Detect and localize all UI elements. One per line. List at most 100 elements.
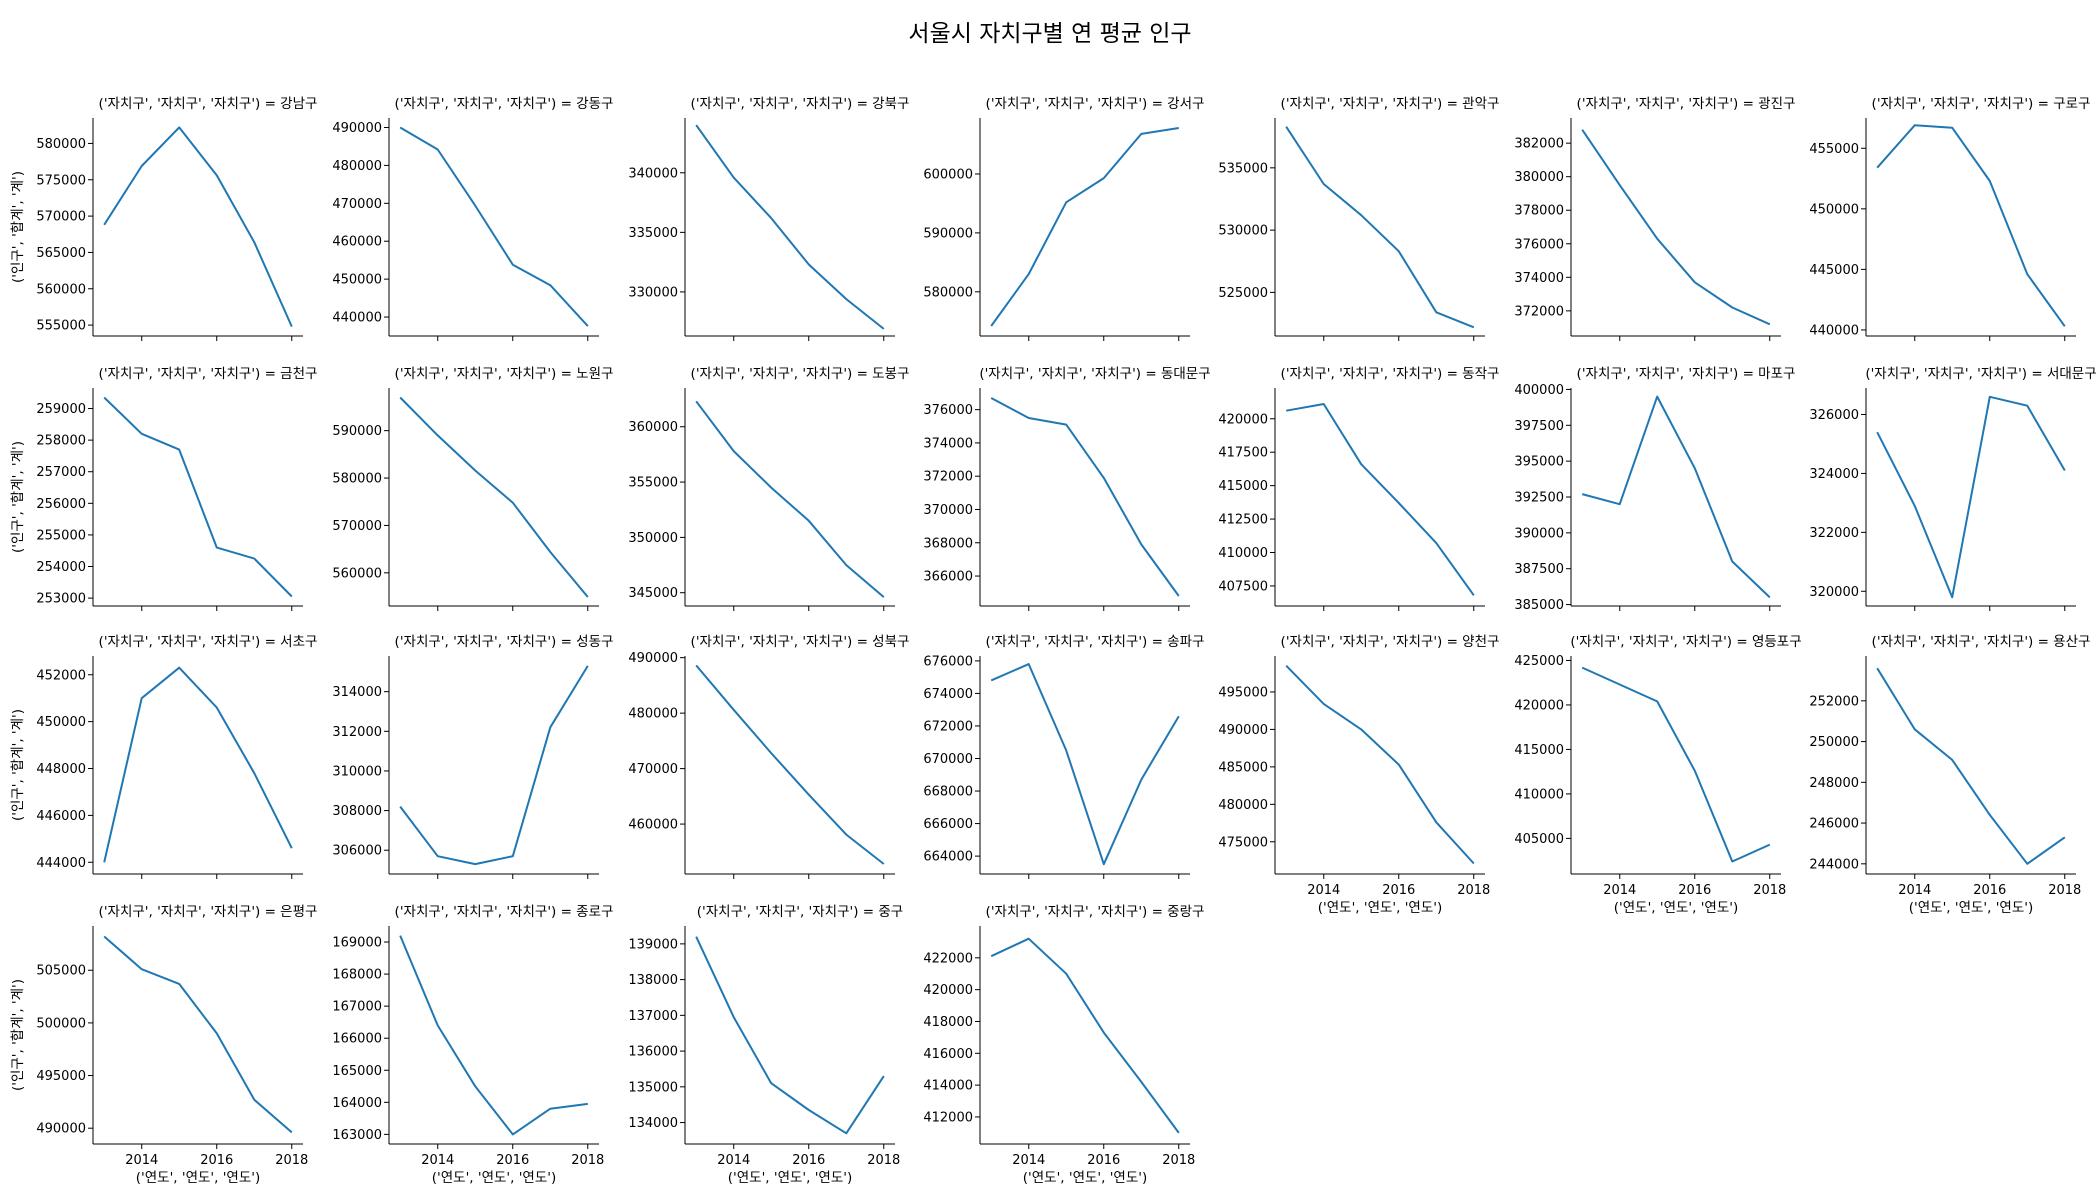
series-line bbox=[1286, 403, 1475, 596]
y-tick-label: 415000 bbox=[1218, 479, 1268, 494]
facet-panel: ('자치구', '자치구', '자치구') = 중구 134000 135000 13… bbox=[628, 904, 903, 1186]
y-tick-label: 580000 bbox=[36, 137, 86, 152]
y-tick-label: 392500 bbox=[1514, 491, 1564, 506]
y-axis-label: ('인구', '합계', '계') bbox=[10, 709, 26, 821]
series-line bbox=[1285, 664, 1475, 865]
x-axis-label: ('연도', '연도', '연도') bbox=[136, 1170, 261, 1186]
facet-title: ('자치구', '자치구', '자치구') = 양천구 bbox=[1281, 634, 1500, 650]
y-tick-label: 676000 bbox=[923, 654, 973, 669]
y-tick-label: 480000 bbox=[628, 707, 678, 722]
y-tick-label: 530000 bbox=[1218, 224, 1268, 239]
x-tick-label: 2014 bbox=[1307, 883, 1340, 898]
y-tick-label: 355000 bbox=[628, 476, 678, 491]
y-tick-label: 322000 bbox=[1809, 526, 1859, 541]
y-tick-label: 560000 bbox=[332, 566, 382, 581]
y-tick-label: 169000 bbox=[332, 936, 382, 951]
series-line bbox=[990, 397, 1180, 597]
y-tick-label: 382000 bbox=[1514, 137, 1564, 152]
y-tick-label: 420000 bbox=[923, 983, 973, 998]
facet-panel: ('자치구', '자치구', '자치구') = 동대문구 366000 368000… bbox=[923, 366, 1211, 611]
facet-title: ('자치구', '자치구', '자치구') = 은평구 bbox=[99, 904, 318, 920]
y-tick-label: 253000 bbox=[36, 592, 86, 607]
y-tick-label: 258000 bbox=[36, 434, 86, 449]
y-tick-label: 410000 bbox=[1218, 546, 1268, 561]
facet-panel: ('자치구', '자치구', '자치구') = 성북구 460000 470000 4… bbox=[628, 634, 909, 879]
x-tick-label: 2014 bbox=[1012, 1153, 1045, 1168]
y-tick-label: 590000 bbox=[923, 226, 973, 241]
facet-panel: ('자치구', '자치구', '자치구') = 강남구 555000 560000 5… bbox=[10, 96, 317, 341]
y-tick-label: 460000 bbox=[628, 818, 678, 833]
y-tick-label: 480000 bbox=[332, 159, 382, 174]
facet-title: ('자치구', '자치구', '자치구') = 성북구 bbox=[691, 634, 910, 650]
y-tick-label: 448000 bbox=[36, 762, 86, 777]
series-line bbox=[399, 126, 589, 327]
facet-title: ('자치구', '자치구', '자치구') = 서대문구 bbox=[1865, 366, 2096, 382]
x-tick-label: 2018 bbox=[571, 1153, 604, 1168]
y-tick-label: 257000 bbox=[36, 465, 86, 480]
facet-title: ('자치구', '자치구', '자치구') = 용산구 bbox=[1872, 634, 2091, 650]
x-tick-label: 2016 bbox=[1678, 883, 1711, 898]
y-tick-label: 452000 bbox=[36, 668, 86, 683]
facet-title: ('자치구', '자치구', '자치구') = 강동구 bbox=[395, 96, 614, 112]
y-tick-label: 137000 bbox=[628, 1009, 678, 1024]
y-tick-label: 320000 bbox=[1809, 585, 1859, 600]
series-line bbox=[990, 937, 1180, 1134]
facet-title: ('자치구', '자치구', '자치구') = 강남구 bbox=[99, 96, 318, 112]
facet-title: ('자치구', '자치구', '자치구') = 송파구 bbox=[986, 634, 1205, 650]
y-tick-label: 495000 bbox=[1218, 685, 1268, 700]
y-tick-label: 138000 bbox=[628, 973, 678, 988]
y-tick-label: 672000 bbox=[923, 719, 973, 734]
x-tick-label: 2016 bbox=[1087, 1153, 1120, 1168]
y-tick-label: 167000 bbox=[332, 1000, 382, 1015]
y-axis-label: ('인구', '합계', '계') bbox=[10, 171, 26, 283]
x-tick-label: 2018 bbox=[1753, 883, 1786, 898]
x-tick-label: 2014 bbox=[1898, 883, 1931, 898]
x-tick-label: 2016 bbox=[1382, 883, 1415, 898]
y-tick-label: 412000 bbox=[923, 1110, 973, 1125]
facet-panel: ('자치구', '자치구', '자치구') = 은평구 490000 495000 5… bbox=[10, 904, 317, 1186]
y-tick-label: 407500 bbox=[1218, 579, 1268, 594]
y-tick-label: 136000 bbox=[628, 1045, 678, 1060]
facet-title: ('자치구', '자치구', '자치구') = 광진구 bbox=[1577, 96, 1796, 112]
y-tick-label: 460000 bbox=[332, 235, 382, 250]
y-tick-label: 134000 bbox=[628, 1116, 678, 1131]
y-tick-label: 306000 bbox=[332, 844, 382, 859]
y-tick-label: 378000 bbox=[1514, 204, 1564, 219]
x-axis-label: ('연도', '연도', '연도') bbox=[1318, 900, 1443, 916]
x-tick-label: 2016 bbox=[1973, 883, 2006, 898]
y-tick-label: 670000 bbox=[923, 752, 973, 767]
x-axis-label: ('연도', '연도', '연도') bbox=[1023, 1170, 1148, 1186]
facet-title: ('자치구', '자치구', '자치구') = 종로구 bbox=[395, 904, 614, 920]
y-tick-label: 570000 bbox=[36, 210, 86, 225]
series-line bbox=[399, 935, 588, 1136]
facet-panel: ('자치구', '자치구', '자치구') = 노원구 560000 570000 5… bbox=[332, 366, 613, 611]
y-tick-label: 445000 bbox=[1809, 263, 1859, 278]
facet-panel: ('자치구', '자치구', '자치구') = 강동구 440000 450000 4… bbox=[332, 96, 613, 341]
y-tick-label: 500000 bbox=[36, 1016, 86, 1031]
series-line bbox=[103, 396, 293, 598]
y-tick-label: 490000 bbox=[1218, 723, 1268, 738]
y-tick-label: 335000 bbox=[628, 226, 678, 241]
y-tick-label: 475000 bbox=[1218, 835, 1268, 850]
facet-panel: ('자치구', '자치구', '자치구') = 중랑구 412000 414000 4… bbox=[923, 904, 1204, 1186]
series-line bbox=[1876, 124, 2066, 327]
y-tick-label: 425000 bbox=[1514, 654, 1564, 669]
y-tick-label: 450000 bbox=[36, 715, 86, 730]
facet-panel: ('자치구', '자치구', '자치구') = 서대문구 320000 322000… bbox=[1809, 366, 2097, 611]
y-tick-label: 490000 bbox=[332, 121, 382, 136]
x-tick-label: 2018 bbox=[2048, 883, 2081, 898]
y-tick-label: 374000 bbox=[1514, 271, 1564, 286]
series-line bbox=[1581, 395, 1771, 599]
y-tick-label: 376000 bbox=[1514, 237, 1564, 252]
y-tick-label: 376000 bbox=[923, 403, 973, 418]
facet-title: ('자치구', '자치구', '자치구') = 강서구 bbox=[986, 96, 1205, 112]
y-tick-label: 580000 bbox=[923, 285, 973, 300]
y-tick-label: 414000 bbox=[923, 1079, 973, 1094]
series-line bbox=[990, 663, 1180, 866]
facet-panel: ('자치구', '자치구', '자치구') = 양천구 475000 480000 4… bbox=[1218, 634, 1499, 916]
y-tick-label: 390000 bbox=[1514, 526, 1564, 541]
y-tick-label: 165000 bbox=[332, 1064, 382, 1079]
y-tick-label: 455000 bbox=[1809, 142, 1859, 157]
y-tick-label: 565000 bbox=[36, 246, 86, 261]
y-tick-label: 575000 bbox=[36, 173, 86, 188]
